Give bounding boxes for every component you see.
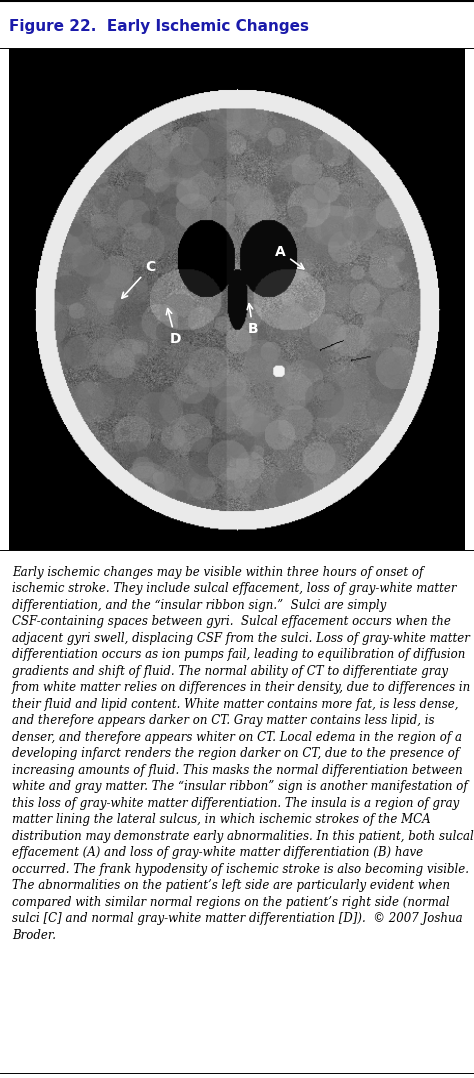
Text: Figure 22.  Early Ischemic Changes: Figure 22. Early Ischemic Changes [9, 19, 310, 34]
Text: B: B [247, 304, 258, 336]
Text: C: C [122, 260, 155, 299]
Text: A: A [275, 245, 304, 268]
Text: Early ischemic changes may be visible within three hours of onset of ischemic st: Early ischemic changes may be visible wi… [12, 566, 474, 941]
Text: D: D [166, 308, 182, 346]
